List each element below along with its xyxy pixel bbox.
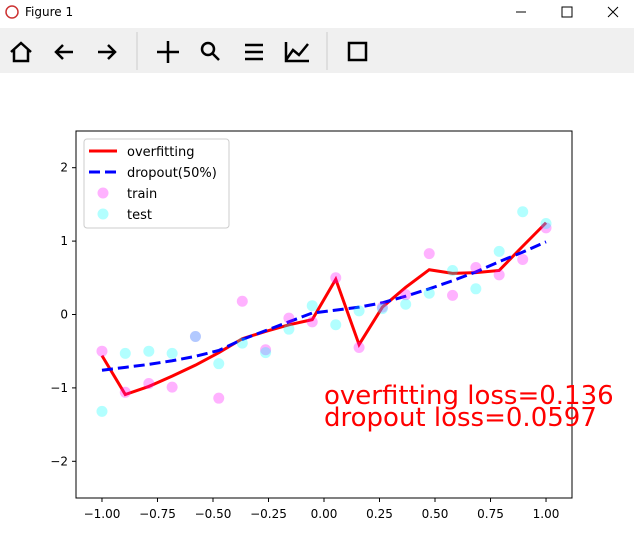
y-tick-label: −1 (50, 381, 68, 395)
point (493, 269, 505, 281)
edit-button[interactable] (284, 42, 309, 63)
legend-box (83, 138, 230, 229)
point (260, 344, 272, 356)
y-tick-label: 2 (60, 161, 68, 175)
point (330, 272, 342, 284)
maximize-button[interactable] (561, 6, 573, 18)
point (306, 300, 318, 312)
point (493, 245, 505, 257)
point (260, 347, 272, 359)
point (236, 295, 248, 307)
point (400, 298, 412, 310)
point (376, 301, 388, 313)
legend-label: test (127, 208, 152, 223)
title-bar (0, 0, 634, 25)
point (470, 283, 482, 295)
pan-button[interactable] (157, 41, 179, 63)
legend-marker (97, 208, 109, 220)
x-tick-label: 0.00 (311, 507, 338, 521)
axes-frame (75, 130, 573, 499)
home-button[interactable] (10, 41, 32, 63)
point (213, 358, 225, 370)
legend-label: overfitting (127, 145, 194, 160)
x-tick-label: −1.00 (84, 507, 121, 521)
point (96, 405, 108, 417)
point (119, 347, 131, 359)
point (423, 287, 435, 299)
point (353, 342, 365, 354)
configure-button[interactable] (245, 43, 263, 61)
point (517, 206, 529, 218)
point (283, 312, 295, 324)
zoom-button[interactable] (200, 41, 220, 61)
point (283, 323, 295, 335)
point (213, 392, 225, 404)
point (119, 386, 131, 398)
point (540, 217, 552, 229)
point (353, 305, 365, 317)
point (517, 253, 529, 265)
annotation: dropout loss=0.0597 (324, 403, 597, 433)
point (236, 337, 248, 349)
point (166, 347, 178, 359)
point (143, 377, 155, 389)
point (166, 381, 178, 393)
legend-label: dropout(50%) (127, 166, 217, 181)
window-title: Figure 1 (25, 5, 73, 19)
x-tick-label: −0.75 (139, 507, 176, 521)
x-tick-label: 0.75 (477, 507, 504, 521)
forward-button[interactable] (98, 44, 117, 60)
x-tick-label: 0.25 (366, 507, 393, 521)
y-tick-label: −2 (50, 454, 68, 468)
x-tick-label: 1.00 (533, 507, 560, 521)
point (400, 289, 412, 301)
line (101, 240, 547, 372)
legend-label: train (127, 187, 157, 202)
toolbar (0, 28, 634, 73)
point (470, 262, 482, 274)
y-tick-label: 0 (60, 308, 68, 322)
point (306, 316, 318, 328)
legend-marker (97, 187, 109, 199)
point (330, 319, 342, 331)
point (447, 289, 459, 301)
point (143, 345, 155, 357)
point (540, 222, 552, 234)
point (189, 331, 201, 343)
x-tick-label: −0.50 (195, 507, 232, 521)
app-icon (5, 5, 19, 19)
point (189, 331, 201, 343)
save-button[interactable] (347, 41, 368, 62)
point (96, 345, 108, 357)
y-tick-label: 1 (60, 234, 68, 248)
point (423, 248, 435, 260)
annotation: overfitting loss=0.136 (324, 381, 614, 411)
x-tick-label: 0.50 (422, 507, 449, 521)
point (447, 264, 459, 276)
x-tick-label: −0.25 (250, 507, 287, 521)
back-button[interactable] (54, 44, 73, 60)
point (376, 303, 388, 315)
close-button[interactable] (607, 6, 619, 18)
